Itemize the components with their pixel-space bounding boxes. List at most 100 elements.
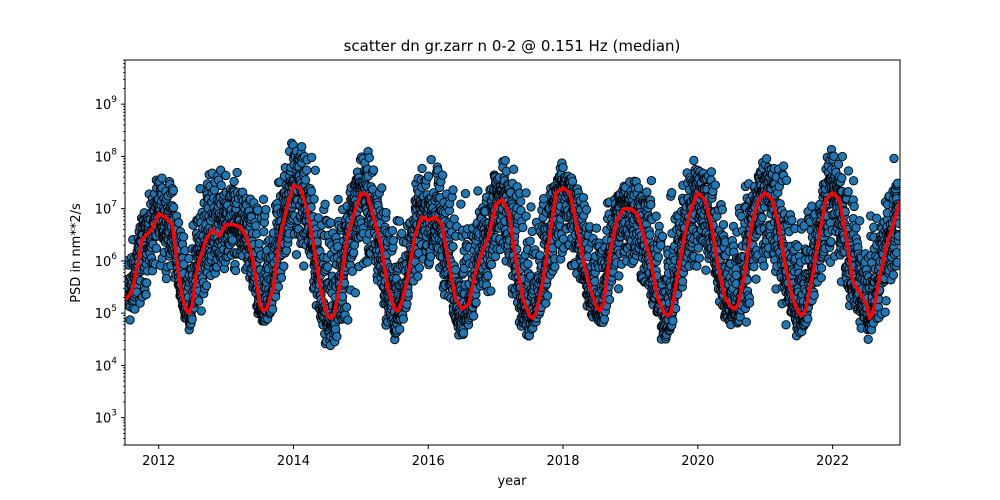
scatter-point	[521, 188, 531, 198]
scatter-point	[179, 259, 189, 269]
scatter-point	[297, 142, 307, 152]
scatter-point	[523, 259, 533, 269]
scatter-point	[471, 297, 481, 308]
scatter-point	[253, 205, 263, 215]
scatter-point	[689, 155, 699, 166]
scatter-point	[201, 280, 212, 291]
scatter-point	[309, 194, 319, 204]
scatter-point	[526, 202, 536, 212]
scatter-point	[377, 183, 387, 193]
scatter-point	[717, 205, 727, 215]
scatter-point	[692, 261, 702, 271]
scatter-point	[423, 171, 434, 181]
scatter-point	[398, 314, 408, 324]
scatter-point	[604, 294, 615, 305]
scatter-point	[161, 273, 172, 284]
scatter-point	[749, 262, 759, 272]
scatter-point	[837, 173, 847, 183]
scatter-point	[169, 202, 179, 213]
scatter-point	[276, 273, 287, 283]
scatter-point	[653, 252, 663, 262]
scatter-point	[761, 154, 772, 164]
scatter-point	[843, 166, 854, 176]
scatter-point	[125, 315, 135, 325]
scatter-point	[781, 175, 792, 185]
scatter-point	[402, 299, 412, 309]
scatter-point	[194, 296, 204, 306]
scatter-point	[179, 232, 189, 242]
scatter-point	[473, 186, 483, 196]
scatter-point	[333, 194, 343, 205]
scatter-point	[751, 274, 761, 284]
scatter-point	[521, 211, 531, 221]
chart-title: scatter dn gr.zarr n 0-2 @ 0.151 Hz (med…	[344, 37, 681, 55]
scatter-point	[646, 175, 657, 186]
scatter-point	[362, 257, 373, 267]
scatter-point	[787, 215, 797, 225]
scatter-point	[388, 235, 398, 246]
scatter-point	[816, 263, 827, 273]
scatter-point	[141, 289, 151, 300]
scatter-point	[232, 167, 242, 178]
scatter-point	[310, 165, 320, 175]
scatter-point	[414, 263, 425, 273]
scatter-point	[599, 314, 610, 324]
scatter-point	[642, 187, 652, 197]
scatter-point	[341, 302, 352, 312]
scatter-point	[667, 188, 677, 198]
scatter-point	[558, 162, 568, 173]
scatter-point	[299, 261, 309, 271]
scatter-point	[456, 199, 466, 209]
scatter-point	[142, 278, 152, 288]
scatter-point	[668, 316, 678, 326]
scatter-point	[364, 153, 374, 163]
scatter-point	[809, 290, 819, 301]
scatter-point	[458, 328, 469, 338]
scatter-point	[855, 216, 865, 226]
scatter-point	[258, 194, 269, 204]
scatter-point	[542, 291, 553, 301]
scatter-point	[843, 187, 853, 197]
scatter-point	[323, 262, 333, 272]
scatter-point	[387, 225, 398, 236]
scatter-point	[184, 253, 194, 264]
scatter-point	[718, 219, 729, 230]
scatter-point	[486, 259, 497, 270]
scatter-point	[590, 276, 600, 287]
scatter-point	[426, 154, 436, 165]
scatter-point	[826, 236, 836, 247]
scatter-point	[448, 241, 458, 252]
scatter-point	[187, 314, 197, 325]
scatter-point	[525, 236, 535, 246]
scatter-point	[395, 324, 405, 334]
scatter-point	[837, 151, 848, 162]
scatter-point	[350, 288, 361, 298]
scatter-point	[633, 183, 644, 193]
scatter-point	[613, 284, 624, 294]
scatter-point	[578, 192, 589, 203]
scatter-point	[486, 286, 496, 296]
scatter-point	[567, 176, 578, 187]
scatter-point	[251, 221, 261, 231]
scatter-point	[320, 199, 330, 209]
scatter-point	[227, 235, 238, 245]
scatter-point	[261, 204, 271, 215]
scatter-point	[614, 271, 624, 281]
scatter-point	[326, 218, 336, 228]
scatter-point	[829, 151, 839, 161]
scatter-point	[849, 201, 859, 212]
scatter-point	[816, 273, 826, 283]
scatter-point	[706, 167, 717, 177]
scatter-point	[694, 253, 704, 263]
scatter-point	[731, 270, 741, 280]
scatter-point	[807, 201, 817, 211]
scatter-point	[448, 185, 458, 195]
scatter-point	[417, 163, 427, 174]
scatter-point	[368, 165, 379, 175]
scatter-point	[216, 180, 226, 191]
scatter-point	[306, 186, 317, 196]
scatter-point	[267, 304, 278, 314]
scatter-point	[343, 315, 353, 325]
scatter-point	[651, 211, 661, 221]
